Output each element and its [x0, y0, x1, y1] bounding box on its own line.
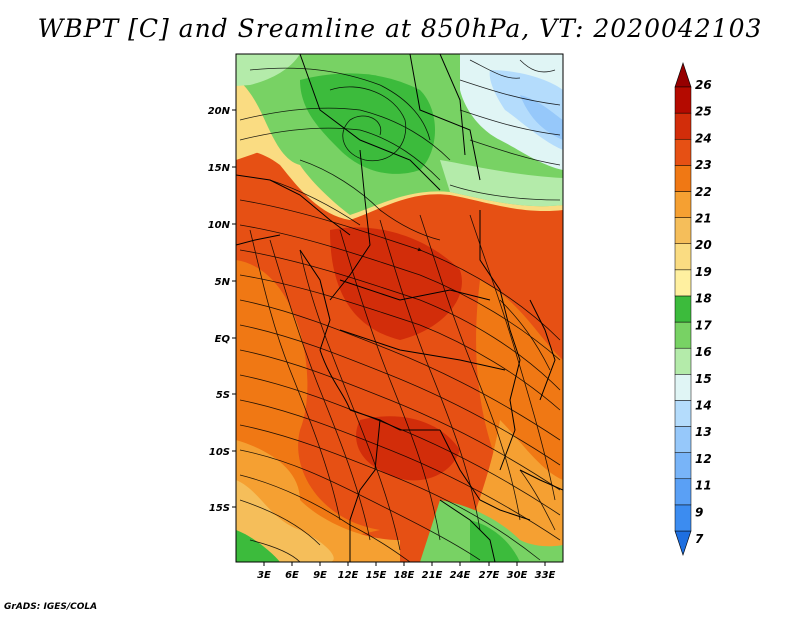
- colorbar-label: 21: [695, 212, 712, 226]
- colorbar-segment: [674, 269, 692, 297]
- colorbar-label: 13: [695, 425, 712, 439]
- colorbar-segment: [674, 321, 692, 349]
- colorbar-segment: [674, 426, 692, 453]
- colorbar-segment: [674, 86, 692, 114]
- lon-label: 15E: [366, 570, 387, 581]
- colorbar-label: 14: [695, 398, 712, 412]
- colorbar-segment: [674, 347, 692, 375]
- colorbar-label: 11: [695, 479, 712, 493]
- lat-label: 5N: [215, 277, 231, 288]
- colorbar-segment: [674, 400, 692, 427]
- longitude-axis: 3E 6E 9E 12E 15E 18E 21E 24E 27E 30E 33E: [257, 562, 556, 581]
- lon-label: 18E: [394, 570, 415, 581]
- lat-label: 15N: [208, 163, 231, 174]
- wbpt-field: [236, 54, 563, 562]
- colorbar-label: 7: [695, 532, 704, 546]
- colorbar: 7 9 11 12 13 14 15 16 17 18 19 20 21 22 23 24 25 26: [674, 62, 712, 556]
- lon-label: 12E: [338, 570, 359, 581]
- colorbar-segment: [674, 504, 692, 532]
- colorbar-segment: [674, 191, 692, 218]
- chart-title: WBPT [C] and Sreamline at 850hPa, VT: 20…: [37, 14, 763, 43]
- colorbar-label: 20: [695, 238, 712, 252]
- colorbar-label: 26: [695, 78, 712, 92]
- colorbar-segment: [674, 374, 692, 401]
- colorbar-label: 12: [695, 452, 712, 466]
- lon-label: 21E: [422, 570, 443, 581]
- lon-label: 6E: [285, 570, 299, 581]
- colorbar-segment: [674, 452, 692, 480]
- lat-label: 15S: [209, 503, 230, 514]
- colorbar-label: 16: [695, 345, 712, 359]
- colorbar-segment: [674, 217, 692, 244]
- colorbar-segment: [674, 243, 692, 271]
- colorbar-label: 23: [695, 158, 712, 172]
- lat-label: EQ: [215, 334, 231, 345]
- footer-credit: GrADS: IGES/COLA: [4, 602, 98, 612]
- latitude-axis: 20N 15N 10N 5N EQ 5S 10S 15S: [208, 106, 236, 514]
- lon-label: 24E: [450, 570, 471, 581]
- colorbar-bottom-arrow: [674, 530, 692, 556]
- colorbar-segment: [674, 112, 692, 140]
- colorbar-label: 18: [695, 292, 712, 306]
- lat-label: 10N: [208, 220, 231, 231]
- colorbar-label: 24: [695, 131, 712, 145]
- colorbar-label: 22: [695, 185, 712, 199]
- colorbar-segment: [674, 295, 692, 323]
- colorbar-top-arrow: [674, 62, 692, 88]
- lon-label: 3E: [257, 570, 271, 581]
- colorbar-label: 15: [695, 372, 712, 386]
- lat-label: 20N: [208, 106, 231, 117]
- lat-label: 10S: [209, 447, 230, 458]
- country-borders: [236, 54, 563, 562]
- colorbar-segment: [674, 165, 692, 192]
- lat-label: 5S: [216, 390, 230, 401]
- lon-label: 9E: [313, 570, 327, 581]
- colorbar-segment: [674, 478, 692, 506]
- colorbar-label: 25: [695, 105, 712, 119]
- colorbar-label: 17: [695, 318, 712, 332]
- colorbar-segment: [674, 138, 692, 166]
- colorbar-label: 19: [695, 265, 712, 279]
- colorbar-label: 9: [695, 505, 703, 519]
- lon-label: 27E: [479, 570, 500, 581]
- lon-label: 33E: [535, 570, 556, 581]
- map-frame: [235, 53, 564, 563]
- lon-label: 30E: [507, 570, 528, 581]
- map-panel: [236, 54, 563, 562]
